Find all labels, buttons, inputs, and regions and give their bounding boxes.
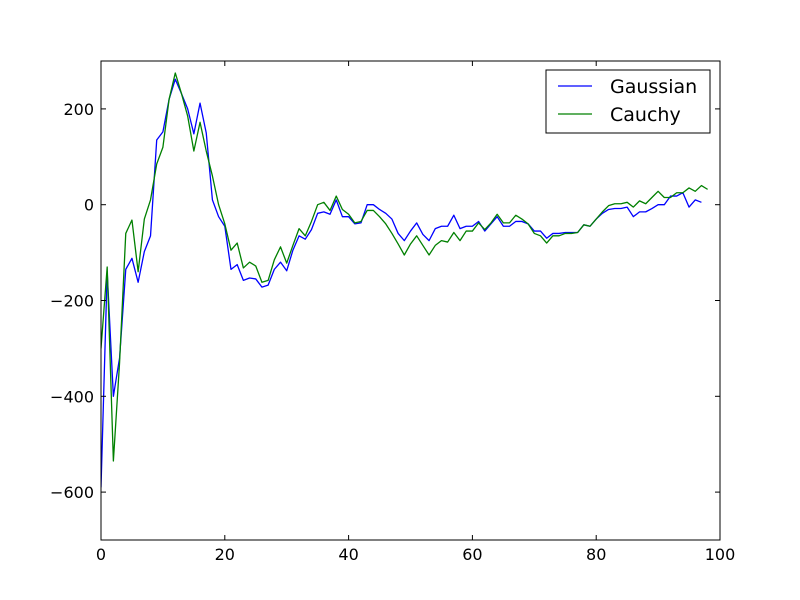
y-tick-label: 200: [63, 100, 94, 119]
ticks-layer: 0 20 40 60 80 100 −600 −400 −200 0 200: [50, 61, 735, 564]
x-tick-label: 40: [338, 545, 358, 564]
x-tick-label: 0: [96, 545, 106, 564]
y-tick-label: 0: [84, 196, 94, 215]
x-tick-label: 80: [586, 545, 606, 564]
legend: Gaussian Cauchy: [545, 69, 711, 134]
y-tick-label: −600: [50, 483, 94, 502]
series-line-cauchy: [101, 72, 708, 462]
series-layer: [101, 72, 708, 488]
y-tick-label: −200: [50, 292, 94, 311]
x-tick-label: 20: [215, 545, 235, 564]
x-tick-label: 60: [462, 545, 482, 564]
legend-label-cauchy: Cauchy: [610, 104, 681, 126]
legend-box: [545, 69, 711, 134]
y-tick-label: −400: [50, 387, 94, 406]
legend-label-gaussian: Gaussian: [610, 76, 697, 98]
series-line-gaussian: [101, 78, 702, 488]
x-tick-label: 100: [705, 545, 736, 564]
